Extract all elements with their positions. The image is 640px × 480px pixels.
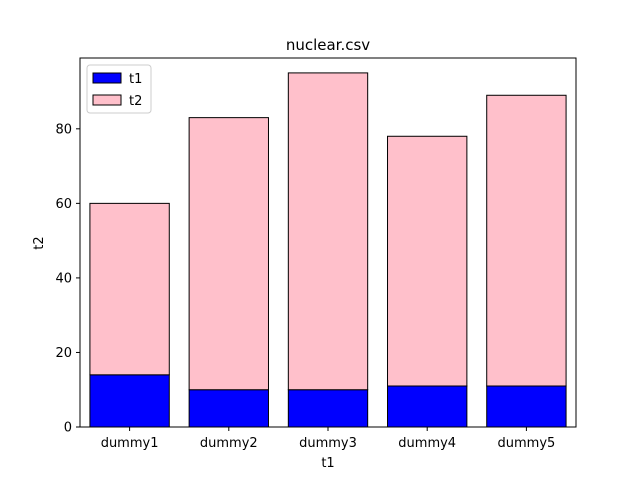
bar-t2-dummy3	[287, 72, 369, 391]
x-axis-label: t1	[321, 456, 334, 471]
y-axis-label: t2	[32, 236, 47, 249]
x-tick-label: dummy5	[498, 436, 556, 451]
chart-title: nuclear.csv	[286, 36, 370, 54]
legend-label-t1: t1	[129, 72, 142, 87]
plot-area: dummy1 dummy2 dummy3 dummy4 dummy5 0 20 40 60 80	[55, 57, 577, 451]
legend-label-t2: t2	[129, 94, 142, 109]
bar-t1-dummy3	[287, 389, 369, 428]
y-tick-label: 20	[55, 346, 72, 361]
y-tick-label: 60	[55, 197, 72, 212]
bar-t1-dummy4	[387, 385, 468, 428]
legend-swatch-t1	[92, 72, 122, 84]
y-tick-label: 80	[55, 122, 72, 137]
bar-t1-dummy1	[89, 374, 170, 428]
bar-t2-dummy1	[89, 202, 170, 376]
bar-t2-dummy2	[188, 117, 269, 391]
x-tick-label: dummy3	[299, 436, 357, 451]
y-tick-label: 40	[55, 271, 72, 286]
bar-t2-dummy4	[387, 135, 468, 387]
bar-t1-dummy5	[486, 385, 567, 428]
x-tick-label: dummy1	[101, 436, 159, 451]
y-tick-label: 0	[64, 421, 72, 436]
x-tick-label: dummy4	[398, 436, 456, 451]
bar-t2-dummy5	[486, 94, 567, 387]
axes-frame	[79, 57, 577, 428]
bar-t1-dummy2	[188, 389, 269, 428]
x-tick-label: dummy2	[200, 436, 258, 451]
legend-swatch-t2	[92, 94, 122, 106]
